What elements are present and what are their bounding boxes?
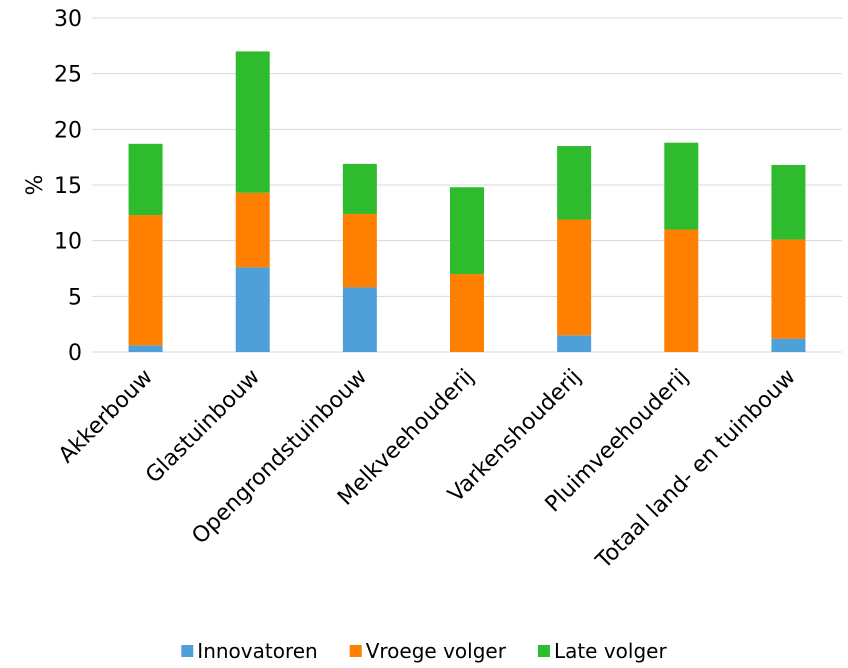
legend: Innovatoren Vroege volger Late volger — [181, 639, 667, 663]
bar-segment — [235, 51, 270, 193]
bar-segment — [450, 187, 484, 275]
x-category-label: Glastuinbouw — [141, 365, 265, 489]
bar-segment — [450, 274, 484, 352]
bar-segment — [557, 219, 592, 336]
bar-segment — [664, 229, 699, 352]
y-tick-label: 20 — [54, 118, 82, 143]
bars — [128, 51, 806, 352]
bar-segment — [128, 215, 163, 346]
bar-segment — [128, 143, 163, 216]
bar-segment — [342, 213, 377, 288]
bar-segment — [342, 163, 377, 214]
x-category-label: Akkerbouw — [54, 365, 158, 469]
x-category-label: Opengrondstuinbouw — [187, 365, 372, 550]
y-axis-title: % — [23, 175, 48, 196]
bar-segment — [771, 239, 806, 339]
bar-segment — [235, 267, 270, 352]
bar-segment — [664, 142, 699, 230]
legend-label: Innovatoren — [197, 639, 317, 663]
bar-segment — [771, 164, 806, 240]
bar-segment — [771, 338, 806, 352]
bar-segment — [235, 192, 270, 268]
bar-segment — [128, 345, 163, 352]
y-tick-label: 0 — [68, 341, 82, 366]
legend-swatch — [537, 645, 550, 657]
y-tick-label: 30 — [54, 7, 82, 32]
gridlines — [92, 17, 842, 297]
y-tick-label: 15 — [54, 174, 82, 199]
legend-swatch — [349, 645, 362, 657]
y-tick-label: 10 — [54, 230, 82, 255]
y-tick-label: 5 — [68, 285, 82, 310]
legend-label: Vroege volger — [366, 639, 507, 663]
y-tick-label: 25 — [54, 63, 82, 88]
legend-swatch — [181, 645, 194, 657]
bar-segment — [342, 287, 377, 352]
bar-segment — [557, 335, 592, 352]
x-category-label: Totaal land- en tuinbouw — [591, 365, 801, 575]
bar-segment — [557, 146, 592, 220]
legend-label: Late volger — [554, 639, 668, 663]
